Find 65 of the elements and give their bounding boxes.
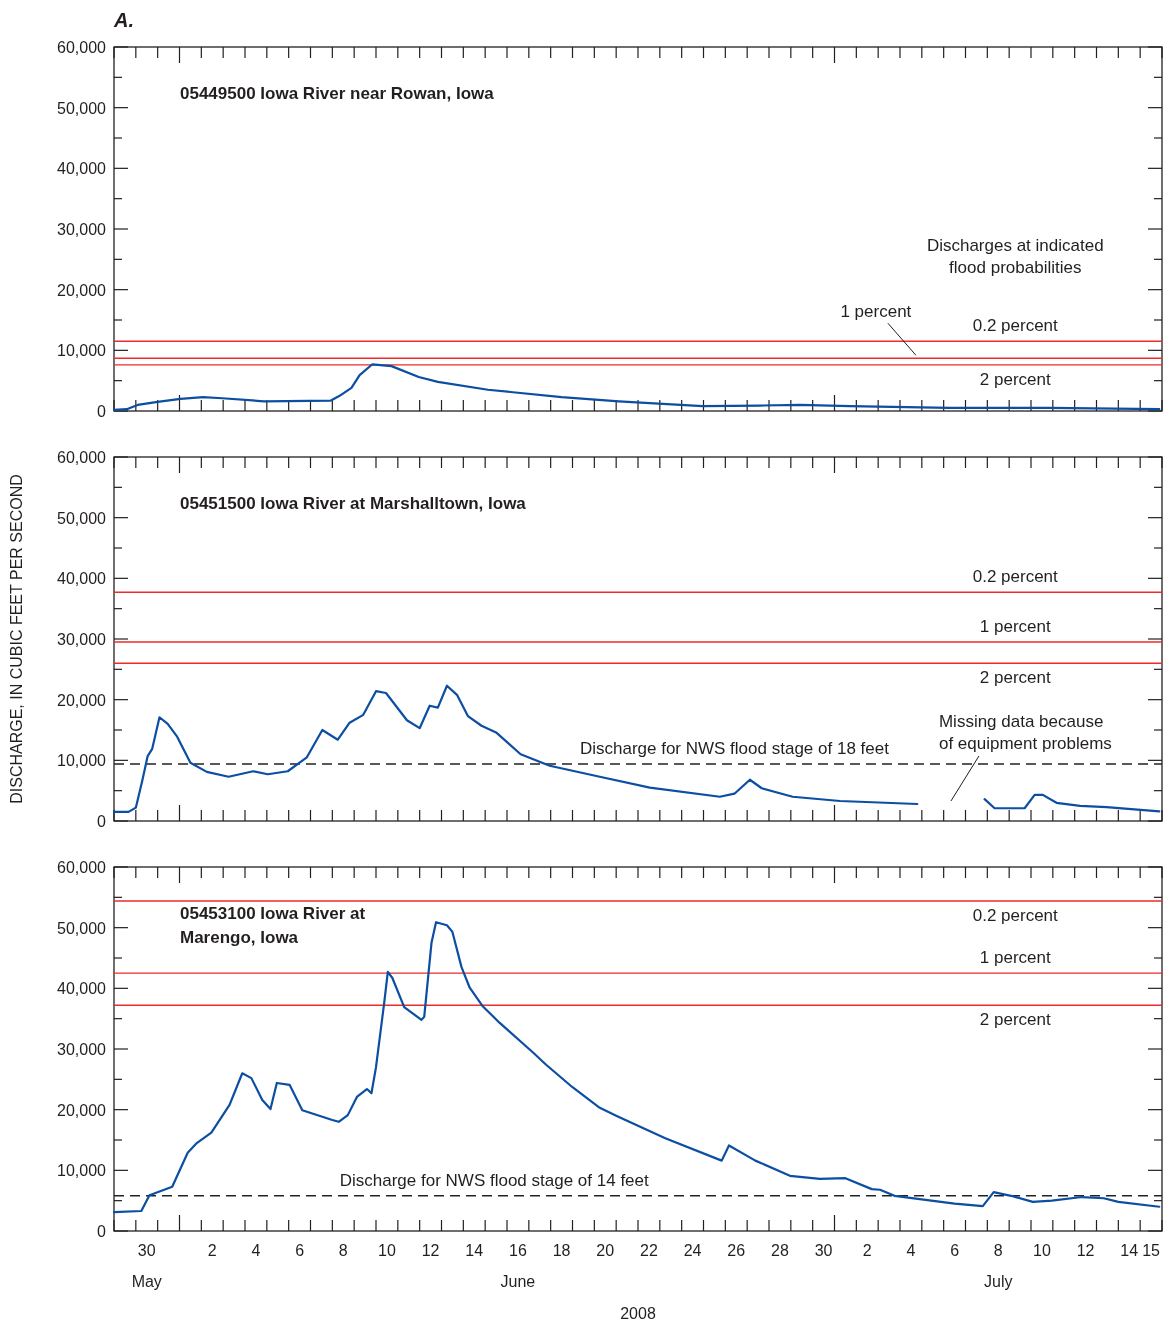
ref-line-label: 2 percent bbox=[979, 369, 1051, 389]
y-tick-label: 60,000 bbox=[57, 39, 107, 56]
y-tick-label: 50,000 bbox=[57, 99, 107, 117]
ref-line-label: 1 percent bbox=[979, 617, 1051, 637]
y-tick-label: 30,000 bbox=[57, 221, 107, 238]
x-tick-label: 24 bbox=[683, 1242, 702, 1259]
ref-line-label: 0.2 percent bbox=[972, 567, 1059, 587]
y-tick-label: 30,000 bbox=[57, 1041, 107, 1058]
y-tick-label: 0 bbox=[97, 403, 107, 420]
x-tick-label: 14 bbox=[465, 1242, 484, 1259]
y-tick-label: 0 bbox=[97, 1223, 107, 1240]
ref-line-label: 0.2 percent bbox=[972, 905, 1059, 925]
x-tick-label: 28 bbox=[771, 1242, 789, 1259]
x-tick-label: 4 bbox=[906, 1242, 916, 1259]
y-tick-label: 20,000 bbox=[57, 281, 107, 299]
y-tick-label: 40,000 bbox=[57, 160, 107, 178]
x-tick-label: 30 May bbox=[131, 1242, 162, 1290]
x-tick-label: 10 bbox=[378, 1242, 396, 1259]
x-axis-title: 2008 bbox=[620, 1305, 656, 1322]
y-tick-label: 40,000 bbox=[57, 980, 107, 998]
x-tick-label: 26 bbox=[727, 1242, 746, 1259]
y-tick-label: 60,000 bbox=[57, 859, 107, 876]
annotation: Discharges at indicated flood probabilities bbox=[926, 235, 1104, 277]
x-tick-label: 8 July bbox=[984, 1242, 1013, 1290]
annotation: Discharge for NWS flood stage of 14 feet bbox=[339, 1170, 650, 1190]
annotation: Missing data because of equipment problems bbox=[938, 712, 1112, 753]
y-tick-label: 50,000 bbox=[57, 919, 107, 937]
y-tick-label: 10,000 bbox=[57, 1162, 107, 1180]
x-tick-label: 22 bbox=[640, 1242, 658, 1259]
y-tick-label: 50,000 bbox=[57, 509, 107, 527]
line-series bbox=[112, 363, 1161, 411]
ref-line-label: 0.2 percent bbox=[972, 316, 1059, 336]
text: A. bbox=[113, 9, 134, 31]
y-tick-label: 20,000 bbox=[57, 691, 107, 709]
y-tick-label: 30,000 bbox=[57, 631, 107, 648]
x-tick-label: 15 bbox=[1142, 1242, 1161, 1259]
x-tick-label: 2 bbox=[862, 1242, 872, 1259]
x-tick-label: 2 bbox=[207, 1242, 217, 1259]
x-tick-label: 16 June bbox=[500, 1242, 536, 1290]
annotation: Discharge for NWS flood stage of 18 feet bbox=[579, 738, 890, 758]
y-tick-label: 10,000 bbox=[57, 752, 107, 770]
x-tick-label: 6 bbox=[295, 1242, 305, 1259]
x-tick-label: 12 bbox=[421, 1242, 440, 1259]
x-tick-label: 8 bbox=[338, 1242, 348, 1259]
x-tick-label: 18 bbox=[552, 1242, 571, 1259]
ref-line-label: 1 percent bbox=[840, 302, 912, 322]
x-tick-label: 20 bbox=[596, 1242, 615, 1259]
ref-line-label: 2 percent bbox=[979, 668, 1051, 688]
y-tick-label: 0 bbox=[97, 813, 107, 830]
text: 05453100 Iowa River at Marengo, Iowa bbox=[180, 904, 366, 947]
ref-line-label: 2 percent bbox=[979, 1010, 1051, 1030]
x-tick-label: 6 bbox=[950, 1242, 960, 1259]
text: 05451500 Iowa River at Marshalltown, Iowa bbox=[180, 494, 527, 513]
y-tick-label: 10,000 bbox=[57, 342, 107, 360]
y-tick-label: 20,000 bbox=[57, 1101, 107, 1119]
x-tick-label: 12 bbox=[1076, 1242, 1095, 1259]
ref-line-label: 1 percent bbox=[979, 948, 1051, 968]
x-tick-label: 14 bbox=[1120, 1242, 1139, 1259]
x-tick-label: 4 bbox=[251, 1242, 261, 1259]
x-tick-label: 30 bbox=[814, 1242, 833, 1259]
y-tick-label: 60,000 bbox=[57, 449, 107, 466]
text: 05449500 Iowa River near Rowan, Iowa bbox=[180, 84, 495, 103]
y-tick-label: 40,000 bbox=[57, 570, 107, 588]
y-axis-title: DISCHARGE, IN CUBIC FEET PER SECOND bbox=[8, 474, 25, 804]
x-tick-label: 10 bbox=[1033, 1242, 1051, 1259]
